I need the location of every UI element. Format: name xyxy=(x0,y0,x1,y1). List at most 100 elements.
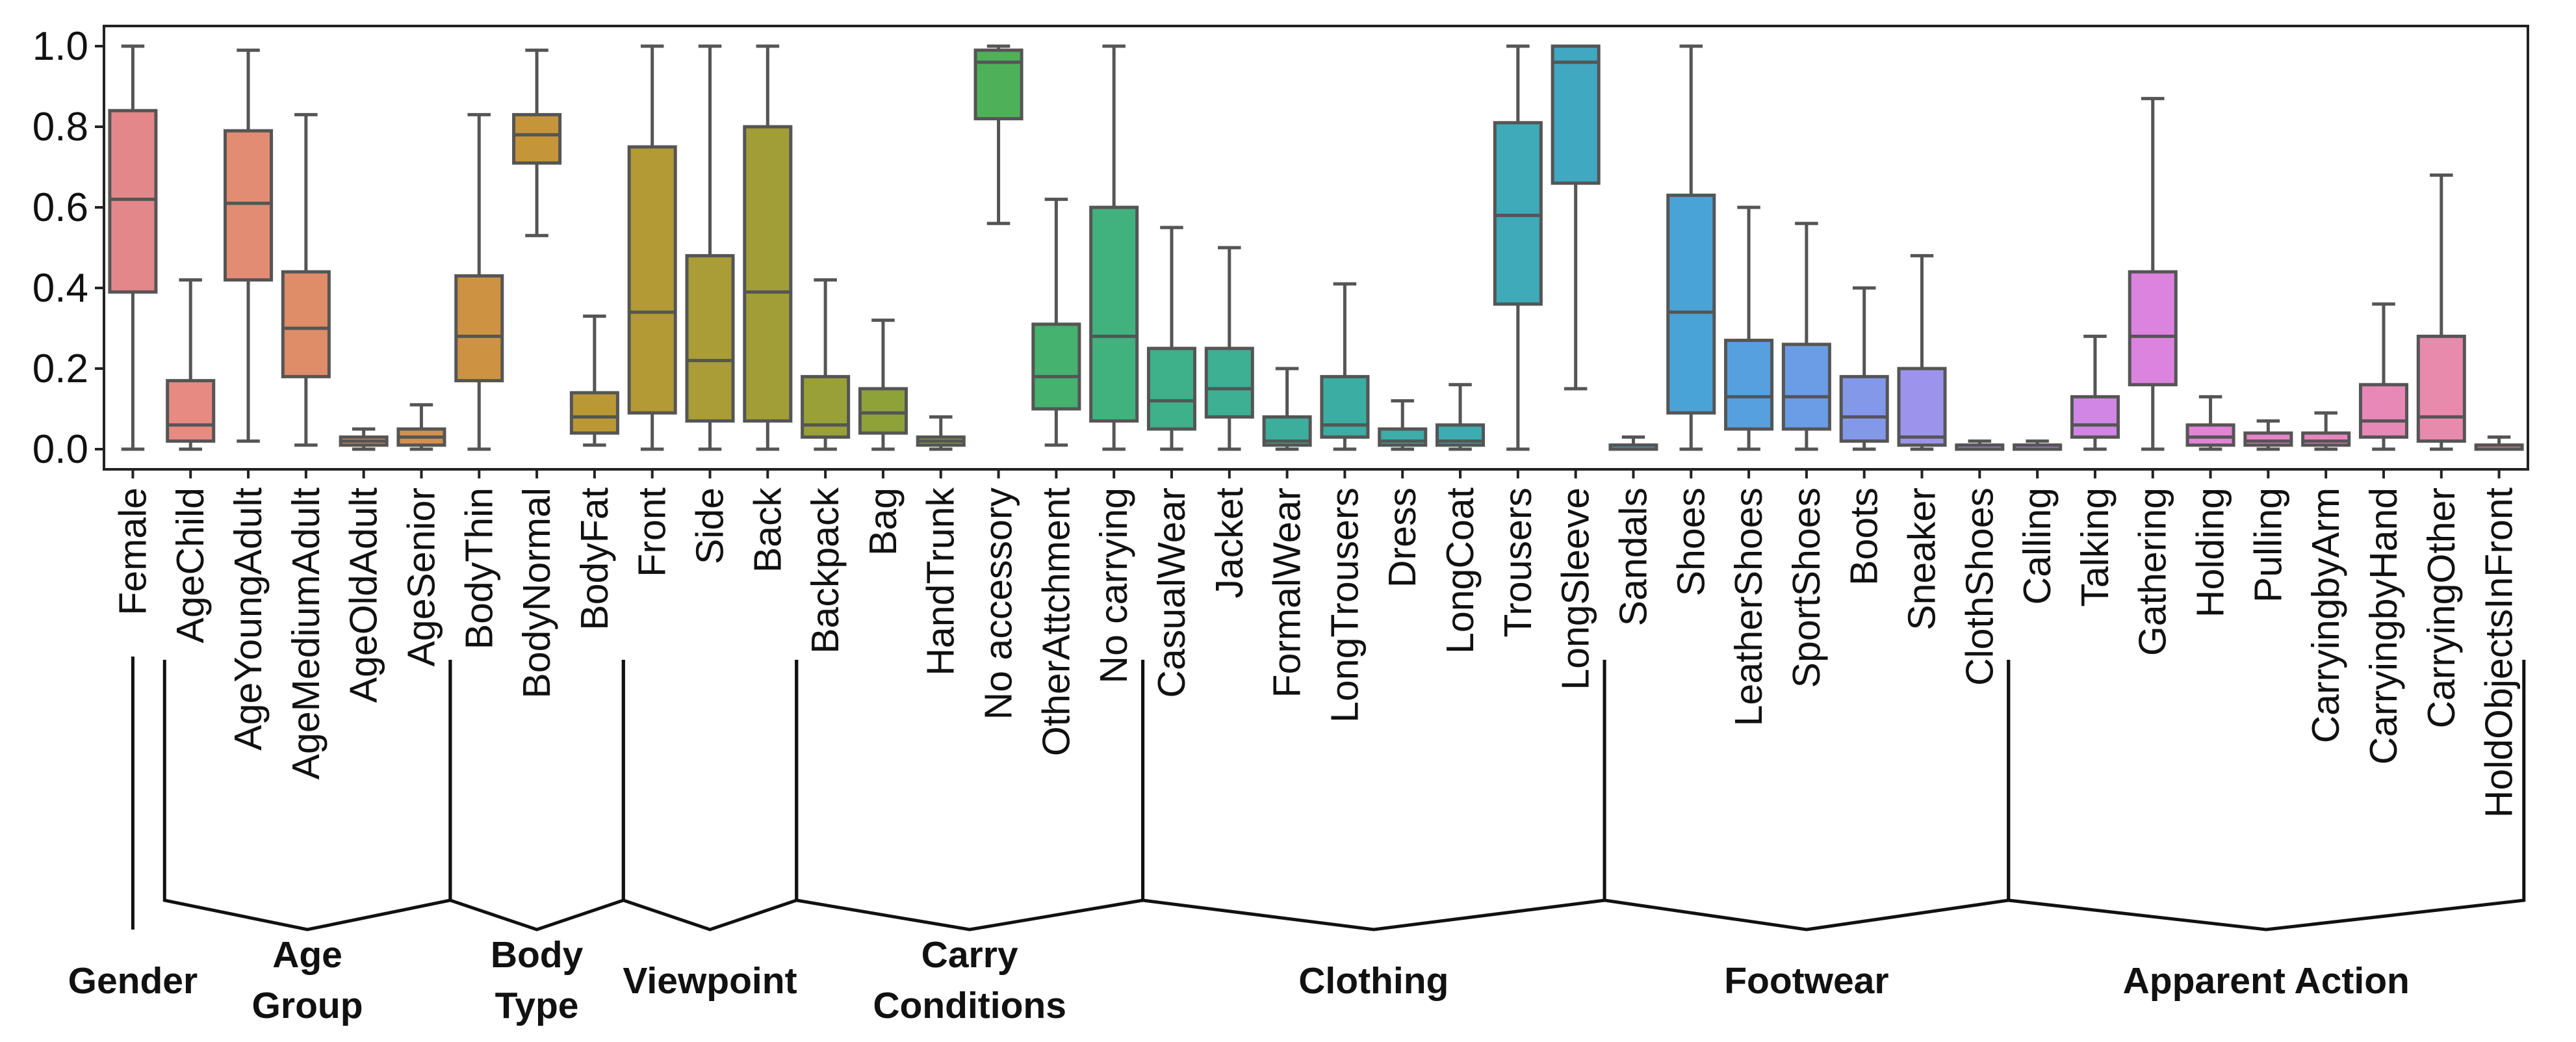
x-tick-label-female: Female xyxy=(111,488,154,616)
x-tick-label-bodyfat: BodyFat xyxy=(573,488,616,631)
box-carryingbyarm xyxy=(2301,411,2351,451)
iqr-box xyxy=(108,109,158,294)
y-tick-label: 0.0 xyxy=(32,427,88,472)
box-longtrousers xyxy=(1320,282,1370,451)
x-tick-label-holdobjectsinfront: HoldObjectsInFront xyxy=(2478,488,2521,818)
x-tick-label-carryingother: CarryingOther xyxy=(2420,488,2463,729)
x-tick-label-carryingbyhand: CarryingbyHand xyxy=(2362,488,2405,764)
box-dress xyxy=(1378,399,1428,451)
group-label: Age xyxy=(272,934,342,976)
box-formalwear xyxy=(1262,367,1312,451)
x-tick-label-side: Side xyxy=(689,488,732,564)
iqr-box xyxy=(569,391,619,435)
group-apparent-action: Apparent Action xyxy=(2007,660,2526,1002)
group-footwear: Footwear xyxy=(1603,660,2011,1002)
iqr-box xyxy=(2301,431,2351,447)
iqr-box xyxy=(973,48,1024,121)
box-longsleeve xyxy=(1551,44,1601,391)
box-casualwear xyxy=(1146,226,1197,451)
x-tick-label-pulling: Pulling xyxy=(2247,488,2289,603)
y-tick-label: 0.4 xyxy=(32,266,88,311)
iqr-box xyxy=(1031,322,1081,411)
group-label: Carry xyxy=(921,934,1018,976)
x-tick-label-carryingbyarm: CarryingbyArm xyxy=(2304,488,2347,743)
iqr-box xyxy=(1897,367,1947,447)
iqr-box xyxy=(2416,334,2466,443)
group-clothing: Clothing xyxy=(1141,660,1606,1002)
x-tick-label-trousers: Trousers xyxy=(1497,488,1539,638)
box-bodyfat xyxy=(569,314,619,447)
box-handtrunk xyxy=(916,415,966,451)
iqr-box xyxy=(512,112,562,165)
iqr-box xyxy=(743,125,793,423)
x-tick-label-agechild: AgeChild xyxy=(169,488,212,643)
group-viewpoint: Viewpoint xyxy=(621,660,799,1002)
box-pulling xyxy=(2243,419,2293,451)
group-label: Conditions xyxy=(873,985,1066,1026)
box-boots xyxy=(1839,286,1889,451)
box-ageoldadult xyxy=(339,427,389,451)
group-label: Viewpoint xyxy=(623,960,797,1002)
group-label: Gender xyxy=(68,960,198,1002)
box-otherattchment xyxy=(1031,198,1081,447)
box-no-carrying xyxy=(1089,44,1139,451)
iqr-box xyxy=(1146,346,1197,431)
box-sneaker xyxy=(1897,254,1947,451)
x-tick-label-formalwear: FormalWear xyxy=(1266,488,1309,697)
box-sportshoes xyxy=(1781,222,1831,451)
x-tick-label-jacket: Jacket xyxy=(1208,488,1251,599)
box-agesenior xyxy=(396,403,446,451)
group-label: Group xyxy=(252,985,363,1026)
x-tick-label-front: Front xyxy=(631,488,674,577)
box-female xyxy=(108,44,158,451)
group-label: Footwear xyxy=(1724,960,1888,1002)
boxes-layer xyxy=(108,44,2524,451)
iqr-box xyxy=(2185,423,2235,447)
box-leathershoes xyxy=(1724,205,1774,451)
iqr-box xyxy=(281,270,331,378)
group-label: Type xyxy=(495,985,579,1026)
plot-frame xyxy=(103,25,2529,471)
y-tick-label: 0.6 xyxy=(32,185,88,230)
x-axis: Female AgeChild AgeYoungAdult AgeMediumAdul… xyxy=(111,469,2521,818)
group-bracket xyxy=(1141,660,1606,931)
x-tick-label-ageyoungadult: AgeYoungAdult xyxy=(227,488,270,751)
box-gathering xyxy=(2128,97,2178,451)
x-tick-label-clothshoes: ClothShoes xyxy=(1958,488,2001,686)
group-bracket xyxy=(795,660,1145,931)
group-body-type: Body Type xyxy=(448,660,625,1026)
x-tick-label-no-accessory: No accessory xyxy=(977,488,1020,720)
x-tick-label-agemediumadult: AgeMediumAdult xyxy=(285,488,328,779)
box-ageyoungadult xyxy=(224,48,274,443)
iqr-box xyxy=(454,274,504,383)
x-tick-label-back: Back xyxy=(746,488,789,573)
box-sandals xyxy=(1608,435,1658,451)
x-tick-label-longsleeve: LongSleeve xyxy=(1554,488,1597,690)
box-agechild xyxy=(166,278,216,451)
x-tick-label-no-carrying: No carrying xyxy=(1092,488,1135,684)
x-tick-label-bodythin: BodyThin xyxy=(457,488,500,649)
box-jacket xyxy=(1204,246,1254,451)
iqr-box xyxy=(1320,374,1370,439)
y-axis: 0.0 0.2 0.4 0.6 0.8 1.0 xyxy=(32,24,104,472)
group-label: Body xyxy=(491,934,584,976)
iqr-box xyxy=(801,374,851,439)
group-bracket xyxy=(1603,660,2011,931)
x-tick-label-shoes: Shoes xyxy=(1669,488,1712,596)
x-tick-label-leathershoes: LeatherShoes xyxy=(1727,488,1770,726)
iqr-box xyxy=(2128,270,2178,387)
box-holding xyxy=(2185,395,2235,451)
group-carry-conditions: Carry Conditions xyxy=(795,660,1145,1026)
x-tick-label-dress: Dress xyxy=(1381,488,1424,588)
x-tick-label-bodynormal: BodyNormal xyxy=(515,488,558,699)
box-side xyxy=(685,44,735,451)
box-front xyxy=(627,44,677,451)
box-longcoat xyxy=(1436,383,1486,451)
category-groups: Gender Age Group Body Type Viewpoint Carry Cond… xyxy=(68,657,2526,1026)
x-tick-label-longtrousers: LongTrousers xyxy=(1323,488,1366,723)
box-calling xyxy=(2013,439,2063,451)
iqr-box xyxy=(858,387,908,435)
x-tick-label-backpack: Backpack xyxy=(804,488,847,654)
iqr-box xyxy=(1724,339,1774,431)
x-tick-label-handtrunk: HandTrunk xyxy=(920,488,962,676)
